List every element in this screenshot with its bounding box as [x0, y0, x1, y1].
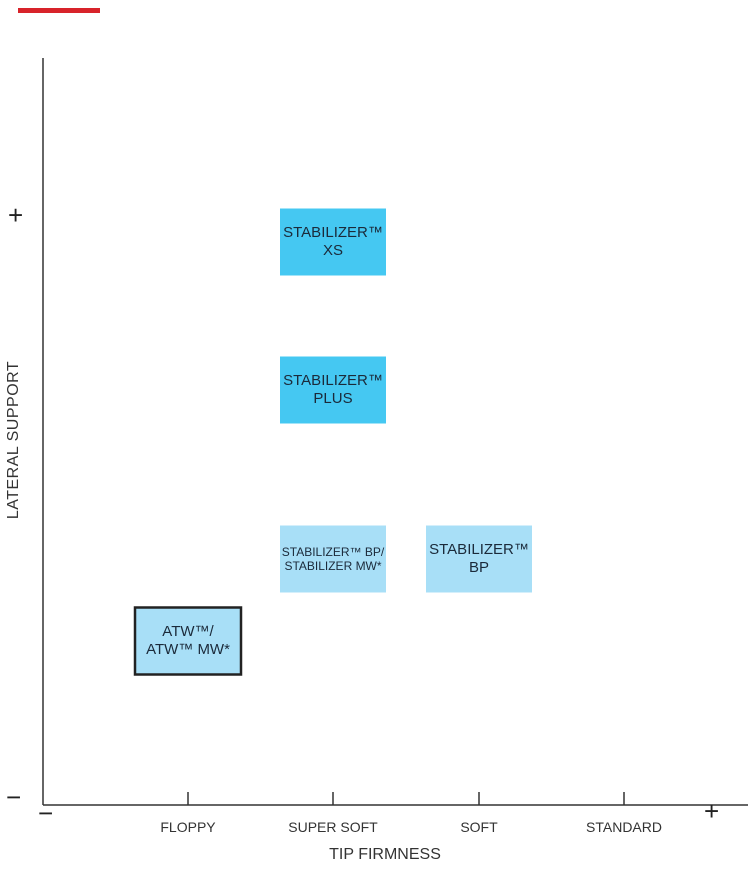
product-box-label-line: STABILIZER™ BP/	[281, 544, 385, 559]
x-axis-label: TIP FIRMNESS	[329, 846, 441, 863]
product-box-label-line: PLUS	[313, 390, 353, 407]
product-box-label-line: XS	[322, 242, 343, 259]
y-min-sign: −	[6, 782, 22, 812]
product-box-label-line: BP	[468, 559, 489, 576]
y-max-sign: +	[8, 200, 24, 230]
product-box-label-line: STABILIZER™	[429, 541, 529, 558]
product-box-label-line: STABILIZER MW*	[284, 559, 382, 573]
x-tick-label: FLOPPY	[160, 819, 216, 835]
product-box-label: STABILIZER™ PLUS	[280, 357, 386, 424]
x-min-sign: −	[38, 798, 54, 828]
x-tick-label: SUPER SOFT	[288, 819, 378, 835]
accent-bar	[18, 8, 100, 13]
product-box	[280, 356, 386, 424]
product-box-label-line: ATW™ MW*	[146, 641, 230, 658]
product-box	[426, 525, 532, 593]
x-tick-label: STANDARD	[586, 819, 662, 835]
product-box-label-line: STABILIZER™	[283, 224, 383, 241]
x-max-sign: +	[704, 796, 720, 826]
product-box	[280, 208, 386, 276]
x-axis-label-wrap: TIP FIRMNESS	[0, 846, 754, 864]
x-tick-label: SOFT	[460, 819, 498, 835]
product-box-label: STABILIZER™ BP	[426, 526, 532, 593]
product-box-label-line: STABILIZER™	[283, 372, 383, 389]
product-box-label: STABILIZER™ BP/STABILIZER MW*	[280, 526, 386, 593]
product-box-label: ATW™/ATW™ MW*	[135, 608, 241, 675]
product-box	[133, 606, 243, 676]
product-box-label-line: ATW™/	[162, 623, 214, 640]
product-box-label: STABILIZER™ XS	[280, 209, 386, 276]
product-box	[280, 525, 386, 593]
